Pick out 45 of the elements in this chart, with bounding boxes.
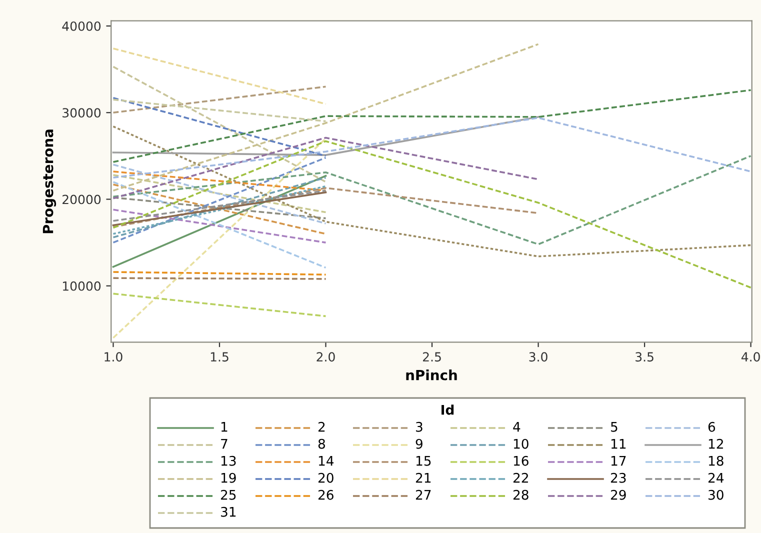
y-tick-label: 10000: [62, 281, 101, 291]
legend-label: 7: [221, 439, 228, 449]
legend-label: 15: [416, 456, 431, 466]
legend-label: 9: [416, 438, 422, 449]
x-tick-label: 3.0: [529, 352, 548, 362]
legend-label: 4: [513, 422, 520, 432]
legend-label: 11: [611, 439, 626, 449]
legend-label: 30: [708, 490, 724, 500]
legend-label: 31: [221, 506, 236, 517]
y-tick-label: 30000: [62, 108, 101, 118]
legend-label: 23: [610, 472, 626, 483]
legend-label: 8: [318, 438, 325, 449]
x-tick-label: 4.0: [741, 352, 760, 362]
legend-label: 26: [318, 490, 334, 500]
legend-label: 10: [514, 438, 528, 449]
x-tick-label: 1.0: [104, 352, 122, 362]
legend-label: 6: [708, 422, 716, 432]
legend-label: 14: [318, 456, 334, 466]
x-tick-label: 3.5: [636, 352, 654, 362]
x-tick-label: 1.5: [210, 352, 228, 362]
y-tick-label: 40000: [62, 21, 101, 31]
legend-label: 2: [318, 422, 325, 432]
legend-label: 28: [513, 490, 528, 500]
legend-label: 21: [416, 472, 431, 483]
x-tick-label: 2.5: [422, 352, 441, 362]
legend-label: 29: [610, 490, 626, 500]
legend-label: 13: [221, 456, 236, 466]
legend-label: 25: [220, 490, 236, 500]
legend-label: 5: [611, 422, 618, 432]
legend-label: 20: [318, 472, 334, 483]
y-tick-label: 20000: [62, 194, 101, 204]
x-tick-label: 2.0: [316, 352, 335, 362]
legend-label: 22: [513, 472, 528, 483]
legend-label: 19: [221, 472, 236, 483]
legend-label: 3: [416, 422, 422, 432]
legend-title: Id: [442, 404, 454, 415]
y-axis-title: Progesterona: [42, 130, 56, 234]
legend-label: 16: [514, 456, 528, 466]
legend-label: 1: [221, 422, 228, 432]
legend-label: 12: [708, 438, 723, 449]
legend-label: 17: [611, 456, 626, 466]
legend-label: 24: [708, 472, 724, 483]
legend-label: 18: [708, 456, 724, 466]
legend-label: 27: [416, 490, 431, 500]
x-axis-title: nPinch: [406, 370, 457, 380]
